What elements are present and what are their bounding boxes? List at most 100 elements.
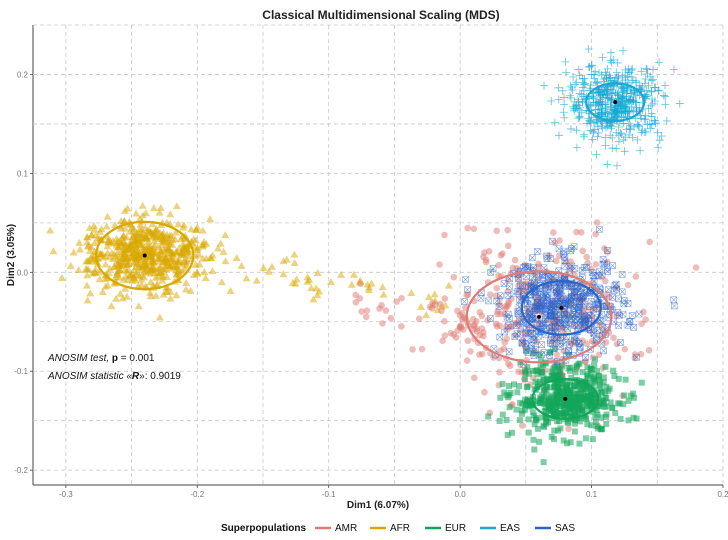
point-eas <box>591 67 600 76</box>
y-tick-label: 0.2 <box>17 70 29 79</box>
point-afr <box>364 286 373 294</box>
point-eas <box>614 122 623 131</box>
point-amr <box>482 258 490 266</box>
point-eas <box>572 126 581 135</box>
point-afr <box>237 261 246 269</box>
point-sas <box>504 291 512 299</box>
point-afr <box>148 233 157 241</box>
point-sas <box>620 297 628 304</box>
point-eur <box>548 368 555 375</box>
point-sas <box>570 311 577 319</box>
y-axis-title: Dim2 (3.05%) <box>6 224 17 286</box>
point-afr <box>155 208 164 216</box>
point-eur <box>564 418 571 425</box>
point-eas <box>632 104 641 113</box>
point-eur <box>551 427 558 434</box>
point-sas <box>538 319 546 327</box>
point-afr <box>134 229 143 237</box>
point-afr <box>101 252 110 260</box>
point-amr <box>398 323 405 330</box>
point-eur <box>534 371 541 378</box>
point-eas <box>571 80 580 89</box>
point-eur <box>536 378 543 385</box>
point-afr <box>113 269 122 277</box>
point-sas <box>504 322 512 329</box>
point-eas <box>593 78 602 87</box>
point-amr <box>486 291 494 298</box>
point-eas <box>613 77 622 86</box>
point-amr <box>610 334 617 342</box>
point-afr <box>444 281 453 289</box>
point-eas <box>627 102 636 111</box>
point-eur <box>583 402 590 409</box>
point-amr <box>550 229 557 236</box>
point-amr <box>504 288 512 295</box>
point-eur <box>567 405 574 412</box>
point-amr <box>463 357 471 364</box>
point-afr <box>83 296 92 304</box>
point-sas <box>516 318 523 325</box>
point-eur <box>567 409 574 416</box>
point-sas <box>571 336 578 344</box>
point-sas <box>533 295 541 302</box>
point-amr <box>464 337 472 345</box>
point-eur <box>571 393 578 400</box>
point-afr <box>116 289 125 297</box>
point-eas <box>622 125 631 134</box>
point-afr <box>422 311 431 319</box>
point-eur <box>603 420 610 427</box>
point-eas <box>641 111 650 120</box>
centroid-afr <box>142 253 147 258</box>
point-eur <box>547 384 554 391</box>
point-afr <box>141 255 150 263</box>
point-amr <box>457 324 465 332</box>
point-eur <box>587 386 594 393</box>
point-amr <box>458 309 466 317</box>
point-afr <box>163 238 172 246</box>
point-afr <box>159 290 168 298</box>
point-amr <box>604 248 611 256</box>
y-tick-label: 0.1 <box>17 169 29 178</box>
point-sas <box>496 292 504 300</box>
point-eur <box>589 436 596 443</box>
point-eur <box>600 379 607 386</box>
point-sas <box>540 349 548 356</box>
point-eas <box>575 103 584 112</box>
point-afr <box>216 239 225 247</box>
point-afr <box>103 281 112 289</box>
y-tick-label: -0.1 <box>14 367 28 376</box>
point-afr <box>347 280 356 288</box>
point-eas <box>593 122 602 131</box>
point-eur <box>607 399 614 406</box>
point-eur <box>549 408 556 415</box>
anosim-statistic-line: ANOSIM statistic «R»: 0.9019 <box>47 371 181 382</box>
point-eas <box>591 77 600 86</box>
point-eas <box>648 95 657 104</box>
point-eas <box>601 141 610 150</box>
anosim-r-value: »: 0.9019 <box>139 371 181 382</box>
point-eas <box>558 86 567 95</box>
point-eur <box>522 396 529 403</box>
point-amr <box>481 249 488 256</box>
point-afr <box>158 276 167 284</box>
point-sas <box>522 273 530 280</box>
point-eas <box>572 78 581 87</box>
legend-label: SAS <box>555 523 575 534</box>
point-sas <box>495 303 503 310</box>
point-eur <box>610 367 617 374</box>
point-eas <box>554 83 563 92</box>
point-sas <box>628 312 636 319</box>
point-afr <box>309 295 318 303</box>
point-afr <box>177 235 186 243</box>
point-sas <box>461 298 468 305</box>
point-eas <box>619 84 628 93</box>
point-afr <box>136 220 145 228</box>
point-eur <box>541 407 548 414</box>
point-amr <box>494 308 501 315</box>
point-eur <box>600 374 607 381</box>
point-eas <box>567 93 576 102</box>
point-sas <box>590 330 598 338</box>
point-eas <box>653 128 662 137</box>
point-eur <box>560 389 567 396</box>
point-eur <box>567 439 574 446</box>
